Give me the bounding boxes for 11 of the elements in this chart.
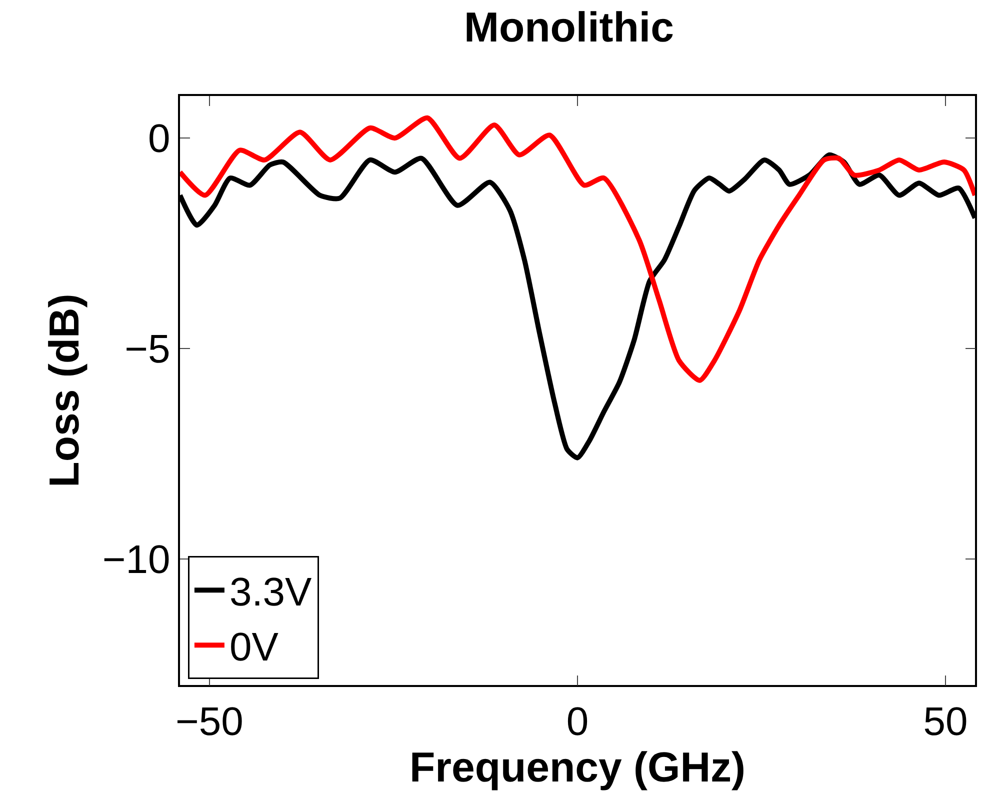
x-tick-label: −50 (176, 700, 244, 744)
y-tick-label: −10 (102, 538, 170, 582)
y-tick-label: −5 (124, 327, 170, 372)
y-tick-label: 0 (148, 117, 170, 162)
chart-title: Monolithic (464, 4, 674, 51)
y-axis-title: Loss (dB) (40, 294, 88, 488)
x-tick-label: 0 (566, 700, 589, 744)
x-tick-label: 50 (923, 700, 968, 744)
legend-label: 3.3V (229, 570, 312, 615)
x-axis-title: Frequency (GHz) (409, 744, 746, 791)
legend-label: 0V (229, 626, 279, 670)
